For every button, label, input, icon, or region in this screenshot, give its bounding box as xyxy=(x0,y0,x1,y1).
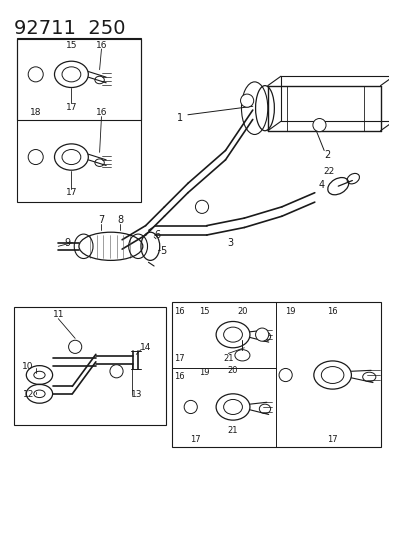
Circle shape xyxy=(28,150,43,165)
Text: 20: 20 xyxy=(237,306,247,316)
Circle shape xyxy=(410,85,413,98)
Text: 19: 19 xyxy=(285,306,295,316)
Text: 15: 15 xyxy=(199,306,209,316)
Text: 16: 16 xyxy=(174,373,184,382)
Text: 16: 16 xyxy=(95,108,107,117)
Text: 4: 4 xyxy=(318,180,324,190)
Text: 2: 2 xyxy=(323,150,329,160)
Circle shape xyxy=(195,200,208,213)
Bar xyxy=(17,38,140,202)
Text: 7: 7 xyxy=(98,215,104,225)
Text: 17: 17 xyxy=(190,435,200,445)
Circle shape xyxy=(110,365,123,378)
Text: 16: 16 xyxy=(327,306,337,316)
Text: 92711  250: 92711 250 xyxy=(14,19,125,38)
Circle shape xyxy=(312,118,325,132)
Text: 12: 12 xyxy=(22,390,34,399)
Text: D: D xyxy=(188,402,193,411)
Circle shape xyxy=(255,328,268,341)
Text: 13: 13 xyxy=(130,390,142,399)
Text: 1: 1 xyxy=(177,112,183,123)
Text: G: G xyxy=(32,70,39,79)
Text: 16: 16 xyxy=(95,41,107,50)
Text: A: A xyxy=(33,152,38,161)
Text: 15: 15 xyxy=(66,41,77,50)
Text: 10: 10 xyxy=(22,362,34,371)
Bar xyxy=(171,302,380,447)
Bar xyxy=(17,39,140,120)
Text: 11: 11 xyxy=(52,310,64,319)
Text: 17: 17 xyxy=(66,188,77,197)
Text: D: D xyxy=(113,367,119,376)
Text: 18: 18 xyxy=(30,108,41,117)
Text: B: B xyxy=(259,330,264,339)
Text: A: A xyxy=(244,96,249,105)
Text: 21: 21 xyxy=(227,426,238,435)
Text: 14: 14 xyxy=(140,343,151,352)
Text: 17: 17 xyxy=(327,435,337,445)
Text: 3: 3 xyxy=(227,238,233,247)
Text: 21: 21 xyxy=(223,353,233,362)
Text: C: C xyxy=(282,370,287,379)
Text: 17: 17 xyxy=(174,353,184,362)
Text: D: D xyxy=(72,342,78,351)
Text: 9: 9 xyxy=(64,238,71,247)
Text: 5: 5 xyxy=(160,246,166,256)
Text: 6: 6 xyxy=(154,230,161,240)
Text: 8: 8 xyxy=(117,215,123,225)
Text: 19: 19 xyxy=(199,368,209,377)
Text: B: B xyxy=(199,203,204,212)
Text: 20: 20 xyxy=(227,366,238,375)
Circle shape xyxy=(28,67,43,82)
Circle shape xyxy=(69,340,81,353)
Circle shape xyxy=(240,94,253,107)
Bar xyxy=(14,308,166,425)
Text: A: A xyxy=(316,120,321,130)
Text: 17: 17 xyxy=(66,103,77,112)
Circle shape xyxy=(184,400,197,414)
Text: 22: 22 xyxy=(323,167,334,176)
Circle shape xyxy=(278,368,292,382)
Text: 16: 16 xyxy=(174,306,184,316)
